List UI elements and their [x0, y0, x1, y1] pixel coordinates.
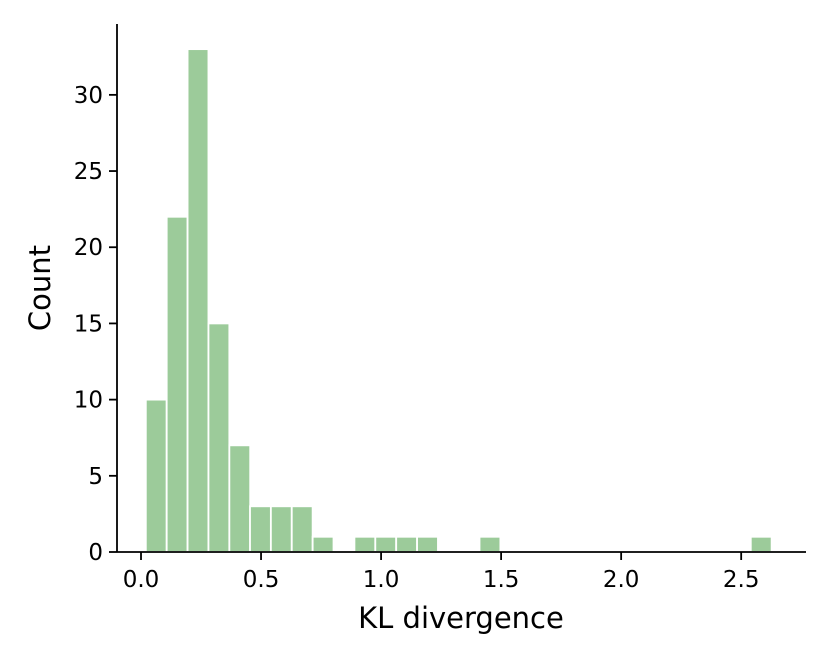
x-axis-label: KL divergence	[358, 601, 564, 635]
y-tick-label-1: 5	[88, 464, 103, 490]
histogram-bar-29	[749, 535, 773, 553]
histogram-bar-8	[311, 535, 335, 553]
y-tick-label-6: 30	[74, 83, 103, 109]
histogram-bar-11	[374, 535, 398, 553]
x-ticks-group: 0.0 0.5 1.0 1.5 2.0 2.5	[123, 552, 760, 593]
histogram-bar-2	[186, 48, 210, 553]
y-tick-label-2: 10	[74, 388, 103, 414]
y-tick-label-0: 0	[88, 540, 103, 566]
histogram-bar-1	[165, 215, 189, 553]
histogram-bar-13	[416, 535, 439, 553]
x-tick-label-3: 1.5	[483, 567, 520, 593]
histogram-bar-10	[353, 535, 377, 553]
histogram-bar-3	[207, 322, 231, 553]
histogram-bar-4	[228, 444, 252, 553]
y-tick-label-4: 20	[74, 235, 103, 261]
x-tick-label-5: 2.5	[723, 567, 760, 593]
histogram-bar-6	[269, 505, 293, 553]
x-tick-label-0: 0.0	[123, 567, 160, 593]
histogram-bar-5	[249, 505, 272, 553]
x-tick-label-4: 2.0	[603, 567, 640, 593]
y-axis-label: Count	[23, 245, 57, 331]
y-tick-label-5: 25	[74, 159, 103, 185]
x-tick-label-2: 1.0	[363, 567, 400, 593]
x-tick-label-1: 0.5	[243, 567, 280, 593]
y-tick-label-3: 15	[74, 311, 103, 337]
y-ticks-group: 0 5 10 15 20 25 30	[74, 83, 117, 566]
bars-group	[144, 48, 773, 553]
histogram-bar-12	[395, 535, 418, 553]
histogram-bar-0	[144, 398, 168, 553]
histogram-bar-7	[290, 505, 314, 553]
histogram-bar-16	[478, 535, 502, 553]
